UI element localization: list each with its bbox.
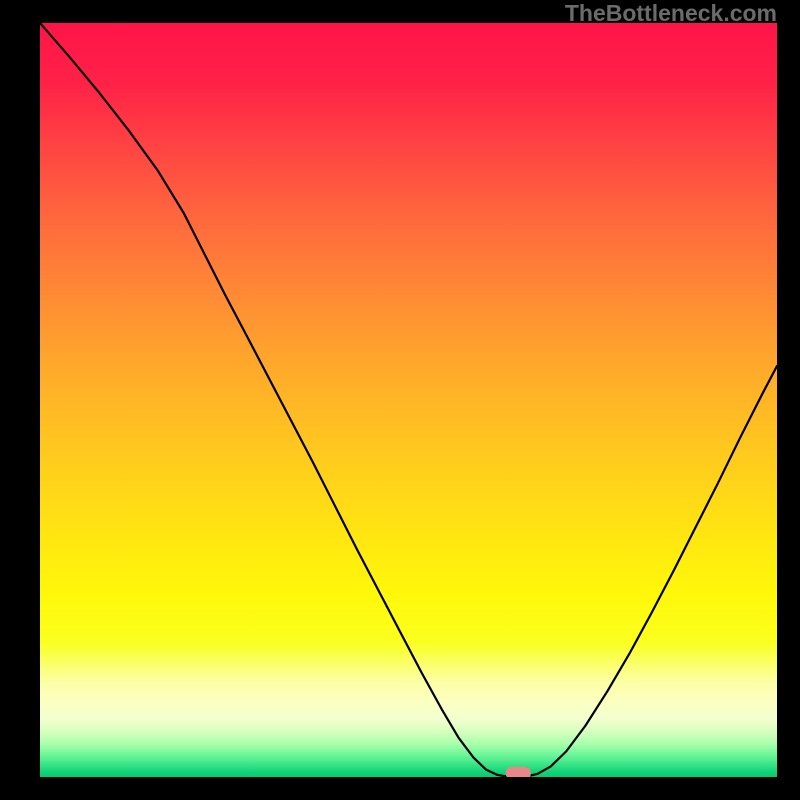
bottleneck-curve-path bbox=[40, 23, 777, 777]
plot-area bbox=[40, 23, 777, 777]
bottleneck-curve bbox=[40, 23, 777, 777]
chart-frame: TheBottleneck.com bbox=[0, 0, 800, 800]
optimal-marker-pill bbox=[506, 767, 531, 777]
optimal-marker bbox=[40, 23, 777, 777]
watermark-text: TheBottleneck.com bbox=[565, 0, 777, 27]
